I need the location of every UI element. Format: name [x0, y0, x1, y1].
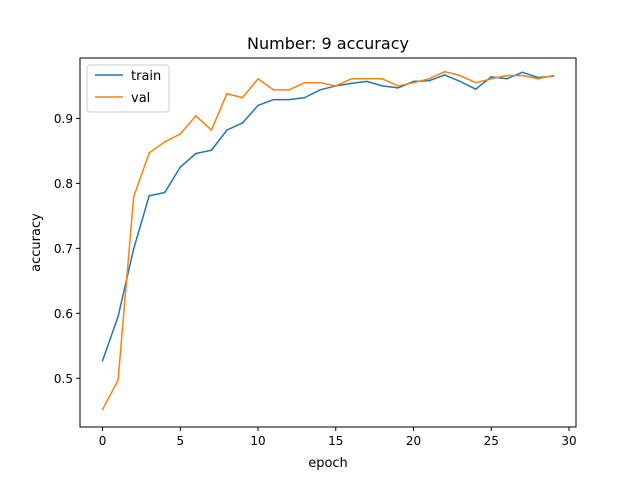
data-point-val: [179, 133, 182, 135]
data-point-val: [288, 89, 290, 91]
legend-label-val: val: [131, 91, 150, 106]
x-tick-label: 25: [484, 434, 499, 448]
x-axis-label: epoch: [308, 456, 348, 471]
data-point-val: [474, 81, 477, 84]
data-point-val: [226, 92, 228, 95]
series-layer: [101, 70, 555, 411]
data-point-train: [319, 89, 321, 91]
y-tick-label: 0.6: [54, 307, 73, 321]
data-point-train: [210, 149, 213, 151]
x-tick-label: 10: [250, 434, 265, 448]
data-point-train: [521, 71, 524, 74]
data-point-train: [366, 80, 368, 83]
data-point-train: [397, 87, 399, 89]
data-point-val: [350, 78, 353, 80]
ticks-layer: 0 5 10 15 20 25 30 0.5 0.6 0.7 0.8 0.9: [54, 112, 577, 448]
data-point-val: [506, 74, 508, 77]
x-tick-label: 20: [406, 434, 421, 448]
data-point-train: [132, 248, 135, 250]
data-point-train: [272, 98, 275, 101]
data-point-val: [117, 379, 119, 381]
series-line-val: [101, 70, 554, 410]
y-tick-label: 0.8: [54, 177, 73, 191]
data-point-val: [381, 78, 384, 80]
data-point-val: [241, 96, 244, 99]
data-point-val: [459, 74, 461, 77]
data-point-val: [552, 74, 555, 77]
series-line-train: [101, 71, 554, 361]
data-point-val: [272, 89, 275, 91]
data-point-train: [226, 129, 228, 131]
data-point-train: [148, 194, 150, 197]
data-point-val: [195, 115, 197, 117]
data-point-val: [335, 85, 337, 87]
legend-label-train: train: [131, 69, 161, 84]
y-axis-label: accuracy: [29, 213, 44, 272]
data-point-val: [148, 152, 150, 154]
legend: train val: [86, 64, 170, 113]
data-point-train: [241, 122, 244, 124]
data-point-train: [350, 82, 353, 85]
data-point-val: [537, 78, 539, 80]
data-point-val: [521, 74, 524, 77]
data-point-train: [195, 152, 197, 155]
y-tick-label: 0.7: [54, 242, 73, 256]
legend-box: [86, 64, 170, 113]
data-point-train: [490, 76, 493, 78]
data-point-val: [257, 78, 259, 80]
data-point-train: [474, 88, 477, 90]
data-point-train: [179, 166, 182, 168]
data-point-val: [443, 70, 446, 73]
data-point-val: [101, 408, 104, 411]
plot-frame: [79, 57, 577, 428]
data-point-val: [319, 81, 321, 84]
data-point-train: [412, 80, 415, 83]
data-point-train: [117, 315, 119, 318]
data-point-train: [288, 98, 290, 101]
y-tick-label: 0.5: [54, 372, 73, 386]
data-point-val: [163, 141, 166, 143]
data-point-train: [506, 78, 508, 80]
data-point-train: [443, 74, 446, 76]
data-point-val: [210, 129, 213, 131]
data-point-val: [366, 78, 368, 80]
data-point-val: [412, 81, 415, 84]
x-tick-label: 15: [328, 434, 343, 448]
x-tick-label: 30: [561, 434, 576, 448]
data-point-val: [490, 78, 493, 80]
data-point-train: [303, 96, 306, 99]
x-tick-label: 0: [99, 434, 107, 448]
x-tick-label: 5: [176, 434, 184, 448]
y-tick-label: 0.9: [54, 112, 73, 126]
data-point-train: [428, 79, 430, 82]
data-point-train: [459, 80, 461, 83]
data-point-val: [397, 85, 399, 87]
data-point-train: [101, 359, 104, 362]
data-point-train: [537, 76, 539, 79]
data-point-val: [303, 81, 306, 84]
data-point-val: [132, 196, 135, 198]
data-point-train: [257, 104, 259, 107]
data-point-val: [428, 78, 430, 80]
data-point-train: [163, 191, 166, 194]
data-point-train: [381, 85, 384, 87]
chart-title: Number: 9 accuracy: [247, 34, 409, 53]
